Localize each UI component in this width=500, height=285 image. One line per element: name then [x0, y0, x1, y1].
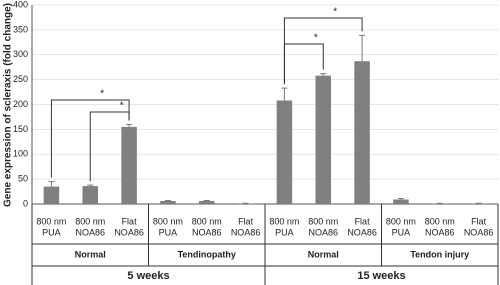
- x-tick-label: 800 nm: [75, 216, 105, 226]
- bar: [82, 186, 99, 204]
- bar: [43, 186, 60, 204]
- error-bar: [320, 73, 327, 76]
- significance-bracket: [50, 99, 130, 178]
- significance-label: *: [314, 33, 318, 44]
- y-tick-label: 150: [13, 124, 28, 134]
- x-tick-label: 800 nm: [192, 216, 222, 226]
- supergroup-label: 15 weeks: [357, 270, 405, 282]
- x-tick-label: PUA: [159, 227, 178, 237]
- error-bar: [359, 34, 366, 62]
- y-tick-label: 0: [23, 198, 28, 208]
- y-axis-label: Gene expression of scleraxis (fold chang…: [3, 3, 14, 207]
- x-tick-label: NOA86: [114, 227, 144, 237]
- x-tick-label: PUA: [275, 227, 294, 237]
- x-tick-label: 800 nm: [425, 216, 455, 226]
- x-tick-label: NOA86: [231, 227, 261, 237]
- bar: [354, 61, 370, 204]
- significance-bracket: [89, 111, 130, 182]
- x-tick-label: NOA86: [425, 227, 455, 237]
- x-tick-label: Flat: [471, 216, 487, 226]
- error-bar: [87, 184, 94, 187]
- bar: [393, 199, 409, 204]
- group-label: Normal: [308, 249, 339, 259]
- error-bar: [281, 87, 288, 101]
- x-tick-label: Flat: [238, 216, 254, 226]
- x-tick-label: Flat: [355, 216, 371, 226]
- y-tick-label: 300: [13, 49, 28, 59]
- bar: [276, 100, 293, 204]
- x-tick-label: NOA86: [192, 227, 222, 237]
- significance-label: *: [333, 7, 337, 18]
- group-label: Tendinopathy: [178, 249, 236, 259]
- error-bar: [397, 198, 404, 200]
- bar: [315, 75, 332, 205]
- significance-label: *: [100, 89, 104, 100]
- group-label: Normal: [75, 249, 106, 259]
- error-bar: [48, 181, 55, 187]
- significance-label: *: [120, 101, 124, 112]
- supergroup-label: 5 weeks: [127, 270, 169, 282]
- bar: [160, 201, 176, 204]
- y-tick-label: 50: [18, 174, 28, 184]
- significance-bracket: [283, 43, 324, 85]
- x-tick-label: NOA86: [464, 227, 494, 237]
- y-tick-label: 250: [13, 74, 28, 84]
- x-tick-label: 800 nm: [269, 216, 299, 226]
- x-tick-label: NOA86: [347, 227, 377, 237]
- x-tick-label: 800 nm: [386, 216, 416, 226]
- bar: [121, 126, 137, 204]
- x-tick-label: PUA: [42, 227, 61, 237]
- bar: [198, 201, 215, 204]
- y-tick-label: 200: [13, 99, 28, 109]
- y-tick-label: 400: [13, 0, 28, 9]
- x-tick-label: NOA86: [308, 227, 338, 237]
- x-tick-label: NOA86: [75, 227, 105, 237]
- x-tick-label: Flat: [122, 216, 138, 226]
- x-tick-label: 800 nm: [36, 216, 66, 226]
- y-tick-label: 100: [13, 149, 28, 159]
- x-tick-label: 800 nm: [153, 216, 183, 226]
- y-tick-label: 350: [13, 24, 28, 34]
- group-label: Tendon injury: [410, 249, 469, 259]
- x-tick-label: 800 nm: [308, 216, 338, 226]
- error-bar: [126, 123, 133, 127]
- x-tick-label: PUA: [392, 227, 411, 237]
